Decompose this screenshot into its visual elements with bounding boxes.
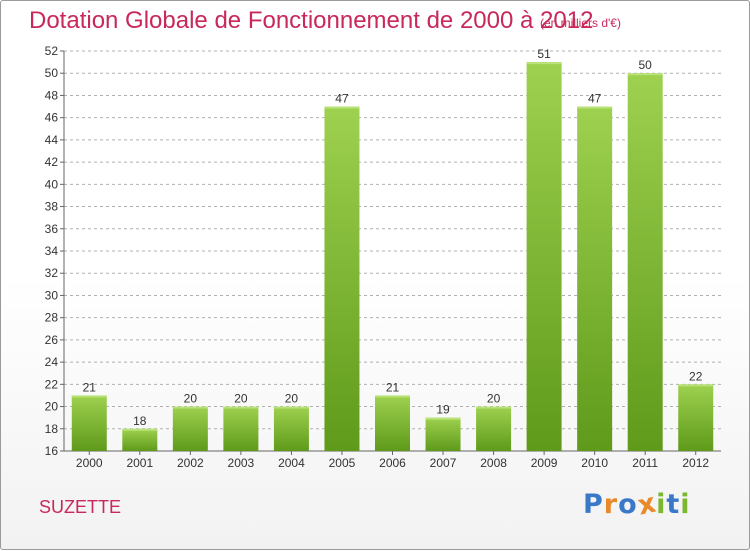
bar xyxy=(577,106,613,452)
y-tick-label: 44 xyxy=(45,133,59,147)
bar xyxy=(526,62,562,451)
bar xyxy=(476,406,512,451)
bar xyxy=(71,395,107,451)
y-tick-label: 40 xyxy=(45,177,59,191)
x-tick-label: 2007 xyxy=(430,456,457,470)
bar-highlight xyxy=(678,384,714,387)
y-tick-label: 48 xyxy=(45,88,59,102)
x-tick-label: 2001 xyxy=(126,456,153,470)
bar-highlight xyxy=(375,395,410,398)
value-label: 20 xyxy=(234,392,248,406)
value-label: 19 xyxy=(436,403,450,417)
value-label: 22 xyxy=(689,369,703,383)
x-tick-label: 2011 xyxy=(632,456,658,470)
x-tick-label: 2006 xyxy=(379,456,406,470)
value-label: 21 xyxy=(386,380,400,394)
y-tick-label: 50 xyxy=(45,66,59,80)
bar-highlight xyxy=(223,406,259,409)
bar xyxy=(678,384,714,451)
x-tick-label: 2010 xyxy=(581,456,608,470)
bar-highlight xyxy=(71,395,107,398)
y-tick-label: 42 xyxy=(45,155,59,169)
logo-letter: r xyxy=(603,489,619,520)
commune-name: SUZETTE xyxy=(39,497,122,517)
y-tick-label: 38 xyxy=(45,200,59,214)
y-tick-label: 28 xyxy=(45,311,59,325)
y-tick-label: 18 xyxy=(45,422,59,436)
y-tick-label: 32 xyxy=(45,266,59,280)
logo-letter: o xyxy=(618,489,638,520)
x-tick-label: 2004 xyxy=(278,456,305,470)
value-label: 47 xyxy=(588,92,602,106)
x-tick-label: 2005 xyxy=(329,456,356,470)
bar-highlight xyxy=(526,62,562,65)
bar-highlight xyxy=(172,406,208,409)
y-tick-label: 52 xyxy=(45,44,59,58)
bar xyxy=(172,406,208,451)
bar xyxy=(375,395,410,451)
bar xyxy=(122,428,158,451)
bar-highlight xyxy=(273,406,309,409)
y-tick-label: 20 xyxy=(45,400,59,414)
y-tick-label: 24 xyxy=(45,355,59,369)
bar-highlight xyxy=(122,428,158,431)
y-tick-label: 26 xyxy=(45,333,59,347)
x-tick-label: 2012 xyxy=(682,456,709,470)
bar xyxy=(324,106,360,452)
value-label: 21 xyxy=(83,380,97,394)
value-label: 20 xyxy=(285,392,299,406)
bar xyxy=(223,406,259,451)
value-label: 50 xyxy=(639,58,653,72)
y-tick-label: 22 xyxy=(45,377,59,391)
x-tick-label: 2008 xyxy=(480,456,507,470)
y-tick-label: 30 xyxy=(45,288,59,302)
bar-highlight xyxy=(425,417,461,420)
bar xyxy=(425,417,461,451)
chart-title: Dotation Globale de Fonctionnement de 20… xyxy=(29,7,594,34)
y-tick-label: 46 xyxy=(45,111,59,125)
logo-letter: i xyxy=(680,489,691,520)
logo-letter: t xyxy=(666,489,681,520)
logo-letter: i xyxy=(656,489,667,520)
chart-subtitle: (en milliers d'€) xyxy=(540,16,621,30)
value-label: 47 xyxy=(335,92,349,106)
logo-letter: P xyxy=(583,489,604,520)
bar xyxy=(273,406,309,451)
bar-highlight xyxy=(577,106,613,109)
bar-highlight xyxy=(476,406,512,409)
proxiti-logo: Proxiti xyxy=(583,487,691,521)
value-label: 20 xyxy=(184,392,198,406)
y-tick-label: 16 xyxy=(45,444,59,458)
bar-highlight xyxy=(324,106,360,109)
x-tick-label: 2009 xyxy=(531,456,558,470)
value-label: 18 xyxy=(133,414,147,428)
y-tick-label: 34 xyxy=(45,244,59,258)
y-tick-label: 36 xyxy=(45,222,59,236)
bar xyxy=(627,73,663,451)
x-tick-label: 2003 xyxy=(228,456,255,470)
bar-highlight xyxy=(627,73,663,76)
value-label: 51 xyxy=(537,47,551,61)
x-tick-label: 2002 xyxy=(177,456,204,470)
x-tick-label: 2000 xyxy=(76,456,103,470)
value-label: 20 xyxy=(487,392,501,406)
